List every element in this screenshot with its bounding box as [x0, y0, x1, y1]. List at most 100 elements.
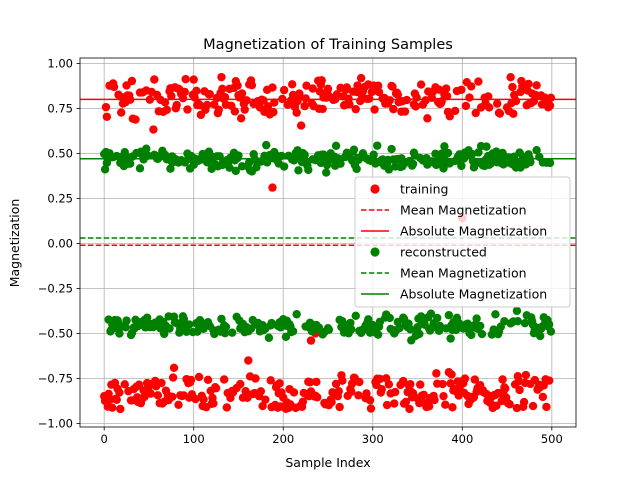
scatter-point-reconstructed	[347, 325, 356, 334]
scatter-point-training	[292, 108, 301, 117]
scatter-point-training	[244, 356, 253, 365]
scatter-point-training	[521, 370, 531, 380]
scatter-point-training	[338, 376, 347, 385]
scatter-point-reconstructed	[446, 334, 455, 343]
scatter-point-training	[218, 84, 227, 94]
scatter-point-training	[268, 83, 277, 92]
scatter-point-training	[430, 395, 439, 405]
scatter-point-reconstructed	[142, 144, 151, 153]
scatter-point-training	[393, 90, 403, 99]
scatter-point-training	[508, 82, 517, 92]
scatter-point-reconstructed	[182, 327, 191, 337]
scatter-point-training	[434, 85, 444, 94]
scatter-point-training	[194, 372, 204, 382]
scatter-point-training	[312, 377, 321, 387]
scatter-point-training	[168, 392, 177, 401]
scatter-point-reconstructed	[474, 148, 483, 157]
scatter-point-training	[308, 84, 317, 93]
scatter-point-training	[424, 402, 434, 411]
legend-label: Absolute Magnetization	[400, 287, 547, 302]
scatter-point-training	[419, 390, 428, 400]
scatter-point-training	[423, 114, 432, 123]
scatter-point-reconstructed	[426, 309, 436, 318]
scatter-point-reconstructed	[346, 318, 355, 328]
scatter-point-training	[287, 80, 297, 89]
y-tick-label: 0.00	[47, 236, 73, 250]
scatter-point-training	[258, 401, 267, 411]
scatter-point-training	[390, 399, 399, 408]
scatter-point-training	[202, 100, 212, 110]
scatter-point-training	[416, 80, 426, 89]
scatter-point-training	[220, 93, 230, 102]
scatter-point-reconstructed	[535, 331, 545, 341]
scatter-point-training	[545, 101, 555, 110]
scatter-point-training	[389, 104, 398, 114]
scatter-point-training	[157, 378, 166, 388]
scatter-point-training	[406, 379, 415, 389]
scatter-point-reconstructed	[373, 330, 383, 339]
legend-label: training	[400, 182, 448, 197]
scatter-point-training	[222, 403, 232, 412]
scatter-point-reconstructed	[431, 149, 440, 158]
scatter-point-training	[362, 389, 371, 398]
scatter-point-training	[261, 395, 270, 404]
scatter-point-training	[214, 105, 223, 115]
scatter-point-training	[313, 393, 322, 402]
scatter-point-reconstructed	[415, 329, 424, 339]
scatter-point-training	[334, 387, 343, 396]
scatter-point-reconstructed	[545, 158, 555, 168]
legend-label: reconstructed	[400, 245, 487, 260]
scatter-point-training	[515, 385, 524, 395]
scatter-point-training	[461, 101, 471, 111]
scatter-point-training	[169, 363, 179, 372]
scatter-point-training	[256, 387, 266, 396]
scatter-point-training	[382, 400, 392, 410]
scatter-point-training	[347, 387, 356, 396]
scatter-point-training	[524, 79, 533, 89]
scatter-point-training	[295, 89, 304, 98]
scatter-point-training	[289, 388, 299, 397]
scatter-point-training	[109, 82, 119, 92]
scatter-point-training	[375, 374, 385, 384]
scatter-point-training	[412, 93, 421, 102]
scatter-point-training	[270, 98, 279, 107]
scatter-point-reconstructed	[546, 327, 556, 336]
scatter-point-reconstructed	[395, 323, 404, 333]
scatter-point-reconstructed	[166, 164, 175, 173]
scatter-point-reconstructed	[413, 322, 422, 332]
scatter-point-training	[279, 85, 289, 95]
scatter-point-reconstructed	[406, 325, 415, 334]
scatter-point-training	[174, 400, 183, 410]
scatter-point-training	[183, 105, 192, 114]
legend-label: Absolute Magnetization	[400, 224, 547, 239]
scatter-point-training	[385, 96, 394, 105]
scatter-point-training	[120, 380, 129, 389]
scatter-point-training	[306, 336, 316, 345]
legend-label: Mean Magnetization	[400, 266, 527, 281]
scatter-point-training	[301, 94, 310, 103]
scatter-point-training	[442, 91, 452, 101]
scatter-point-training	[101, 102, 111, 112]
scatter-point-training	[365, 396, 375, 405]
scatter-point-training	[269, 107, 278, 117]
scatter-point-training	[401, 397, 411, 407]
scatter-point-reconstructed	[231, 166, 240, 176]
scatter-point-training	[150, 75, 159, 84]
scatter-point-training	[384, 380, 394, 389]
scatter-point-reconstructed	[234, 151, 243, 160]
scatter-point-training	[146, 389, 155, 398]
scatter-point-training	[457, 85, 466, 94]
scatter-point-training	[167, 91, 176, 101]
scatter-point-training	[471, 108, 480, 118]
scatter-point-reconstructed	[512, 306, 522, 316]
scatter-point-training	[266, 376, 275, 385]
scatter-point-reconstructed	[532, 146, 541, 155]
scatter-point-training	[160, 98, 170, 107]
scatter-point-training	[447, 370, 456, 379]
scatter-point-reconstructed	[544, 320, 554, 329]
scatter-point-training	[377, 385, 386, 394]
plot-marks	[80, 72, 576, 414]
scatter-point-reconstructed	[122, 316, 131, 325]
scatter-point-training	[237, 89, 247, 98]
scatter-point-reconstructed	[262, 140, 271, 150]
